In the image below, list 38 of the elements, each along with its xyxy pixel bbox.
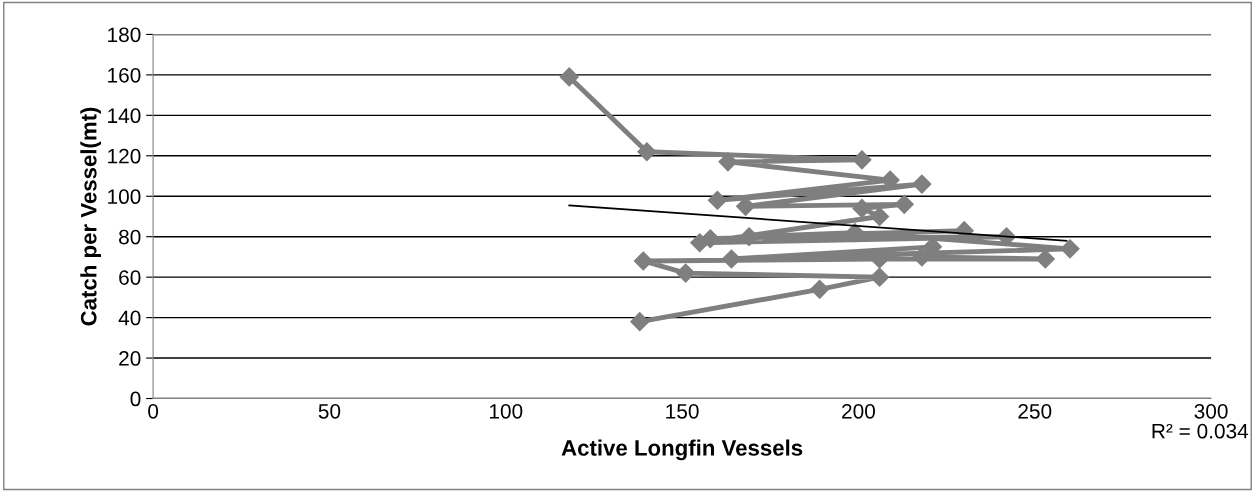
y-tick-label: 100 bbox=[108, 189, 141, 205]
point bbox=[700, 229, 720, 249]
point bbox=[894, 194, 914, 214]
x-tick-label: 300 bbox=[1194, 403, 1228, 419]
point bbox=[721, 249, 741, 269]
x-axis-title: Active Longfin Vessels bbox=[561, 439, 803, 461]
point bbox=[1060, 239, 1080, 259]
y-tick-label: 140 bbox=[108, 108, 141, 124]
point bbox=[870, 267, 890, 287]
point bbox=[637, 142, 657, 162]
y-tick-label: 180 bbox=[108, 27, 141, 43]
x-tick-label: 50 bbox=[318, 403, 341, 419]
x-tick-label: 100 bbox=[489, 403, 523, 419]
x-tick-label: 250 bbox=[1018, 403, 1052, 419]
y-tick-label: 0 bbox=[130, 391, 141, 407]
point bbox=[633, 251, 653, 271]
point bbox=[845, 223, 865, 243]
point bbox=[718, 152, 738, 172]
x-tick-label: 0 bbox=[148, 403, 159, 419]
y-tick-label: 80 bbox=[119, 229, 141, 245]
point bbox=[810, 279, 830, 299]
y-tick-label: 20 bbox=[119, 351, 141, 366]
y-tick-label: 120 bbox=[108, 148, 141, 164]
point bbox=[630, 312, 650, 332]
y-tick-label: 60 bbox=[119, 270, 141, 285]
y-tick-label: 40 bbox=[118, 310, 141, 326]
x-tick-label: 150 bbox=[666, 403, 699, 419]
point bbox=[559, 67, 579, 87]
x-tick-label: 200 bbox=[842, 403, 875, 419]
point bbox=[912, 174, 932, 194]
y-axis-title: Catch per Vessel(mt) bbox=[80, 107, 101, 326]
point bbox=[852, 150, 872, 170]
y-tick-label: 160 bbox=[108, 67, 141, 83]
point bbox=[676, 263, 696, 283]
point bbox=[870, 206, 890, 227]
point bbox=[707, 190, 727, 210]
text: R² = 0.034 bbox=[1152, 423, 1249, 439]
point bbox=[1035, 249, 1055, 269]
